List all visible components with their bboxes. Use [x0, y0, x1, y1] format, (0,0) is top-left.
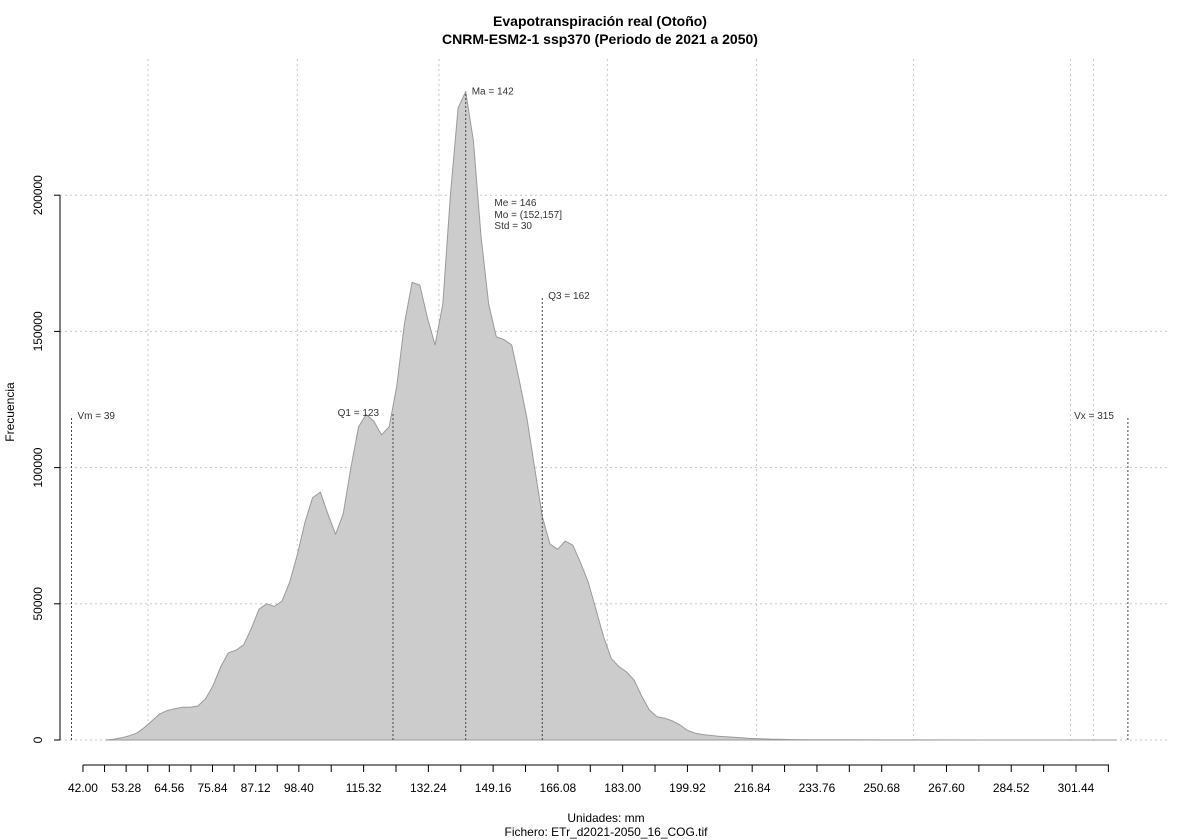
stat-markers: Vm = 39 Q1 = 123 Ma = 142 Q3 = 162 Vx = 315 — [70, 87, 1129, 740]
x-tick-label-13: 233.76 — [799, 781, 836, 795]
chart-title: Evapotranspiración real (Otoño) — [493, 13, 707, 29]
x-tick-label-14: 250.68 — [863, 781, 900, 795]
y-tick-label-3: 150000 — [31, 311, 45, 351]
density-area — [105, 91, 1117, 741]
marker-label-0: Vm = 39 — [77, 411, 115, 422]
stat-median-label: Me = 146 — [494, 198, 536, 209]
axes: 0 50000 100000 150000 200000 42.00 53.28 64.56 7… — [31, 175, 1109, 795]
stat-std-label: Std = 30 — [494, 221, 532, 232]
marker-label-2: Ma = 142 — [472, 87, 514, 98]
x-tick-label-4: 87.12 — [241, 781, 271, 795]
x-tick-label-5: 98.40 — [284, 781, 314, 795]
file-caption: Fichero: ETr_d2021-2050_16_COG.tif — [505, 825, 709, 839]
marker-label-4: Vx = 315 — [1074, 411, 1114, 422]
x-tick-label-16: 284.52 — [993, 781, 1030, 795]
x-tick-label-9: 166.08 — [540, 781, 577, 795]
x-tick-label-10: 183.00 — [604, 781, 641, 795]
density-area-path — [105, 91, 1117, 741]
x-tick-label-8: 149.16 — [475, 781, 512, 795]
x-tick-label-17: 301.44 — [1058, 781, 1095, 795]
y-tick-label-4: 200000 — [31, 175, 45, 215]
x-tick-label-11: 199.92 — [669, 781, 706, 795]
x-tick-label-7: 132.24 — [410, 781, 447, 795]
x-tick-label-0: 42.00 — [68, 781, 98, 795]
x-tick-label-12: 216.84 — [734, 781, 771, 795]
y-axis-label: Frecuencia — [3, 382, 17, 442]
x-axis-label: Unidades: mm — [567, 811, 644, 825]
chart-subtitle: CNRM-ESM2-1 ssp370 (Periodo de 2021 a 20… — [442, 31, 758, 47]
x-tick-label-6: 115.32 — [346, 781, 382, 795]
stat-mode-label: Mo = (152,157] — [494, 210, 562, 221]
marker-label-1: Q1 = 123 — [338, 408, 380, 419]
marker-label-3: Q3 = 162 — [548, 291, 590, 302]
x-tick-label-3: 75.84 — [197, 781, 227, 795]
grid — [60, 59, 1170, 741]
y-tick-label-1: 50000 — [31, 587, 45, 621]
y-tick-label-0: 0 — [31, 736, 45, 743]
x-tick-label-1: 53.28 — [111, 781, 141, 795]
x-tick-label-15: 267.60 — [928, 781, 965, 795]
x-tick-label-2: 64.56 — [154, 781, 184, 795]
y-tick-label-2: 100000 — [31, 447, 45, 487]
